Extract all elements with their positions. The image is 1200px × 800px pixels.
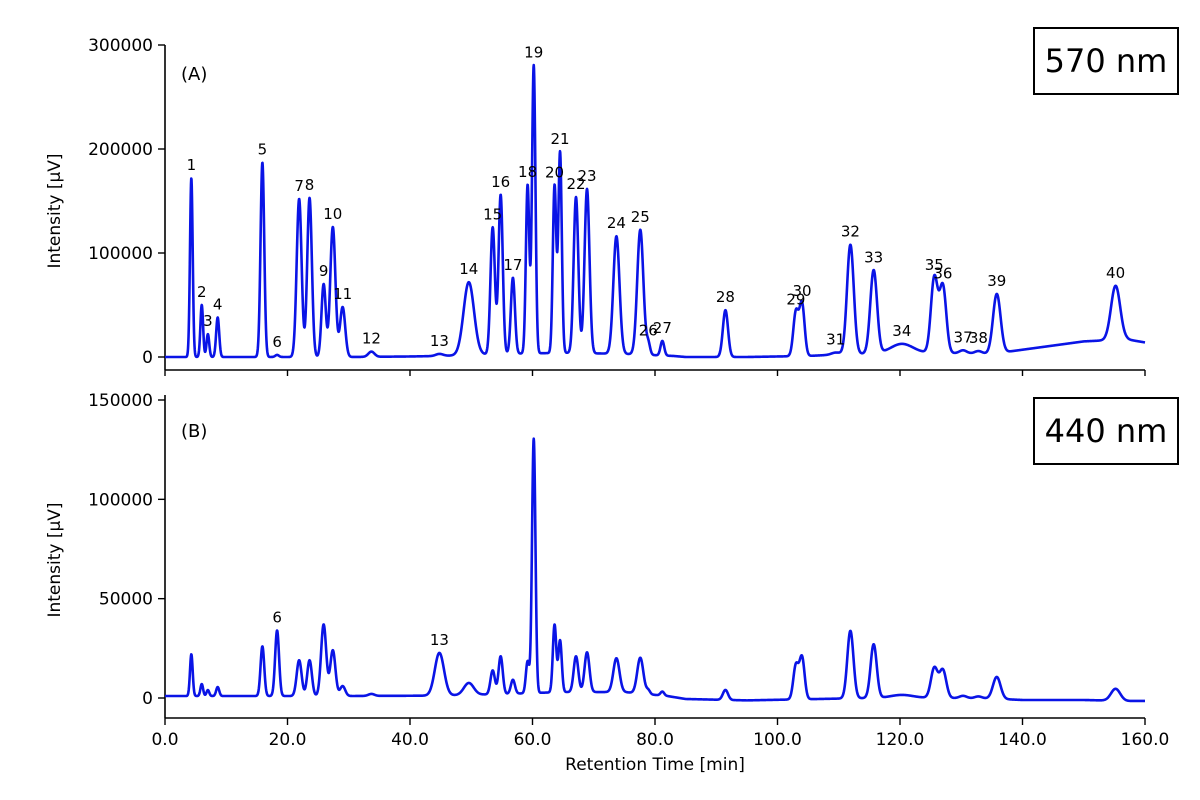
peak-label: 28: [716, 288, 735, 306]
peak-label: 9: [319, 262, 329, 280]
x-tick-label: 40.0: [391, 730, 429, 750]
peak-label: 23: [577, 167, 596, 185]
peak-label: 35: [925, 256, 944, 274]
peak-label: 12: [362, 330, 381, 348]
peak-label: 15: [483, 205, 502, 223]
peak-label: 24: [607, 214, 626, 232]
panel-a-y-axis-title: Intensity [μV]: [45, 153, 65, 268]
peak-label: 29: [786, 290, 805, 308]
peak-label: 11: [333, 285, 352, 303]
panel-a-wavelength-label: 570 nm: [1045, 42, 1168, 80]
peak-label: 36: [933, 264, 952, 282]
peak-label: 33: [864, 248, 883, 266]
x-tick-label: 60.0: [514, 730, 552, 750]
peak-label: 17: [503, 256, 522, 274]
x-tick-label: 120.0: [876, 730, 925, 750]
peak-label: 4: [213, 295, 223, 313]
x-tick-label: 160.0: [1121, 730, 1170, 750]
peak-label: 8: [305, 176, 315, 194]
y-tick-label: 200000: [88, 140, 153, 160]
panel-570nm: 0 100000 200000 300000 Intensity [μV] (A) 5…: [45, 27, 1179, 371]
panel-b-wavelength-box: [1033, 397, 1179, 465]
peak-label: 5: [258, 141, 268, 159]
panel-b-y-axis-title: Intensity [μV]: [45, 502, 65, 617]
peak-label: 14: [459, 260, 478, 278]
x-tick-label: 100.0: [753, 730, 802, 750]
y-tick-label: 0: [142, 689, 153, 709]
panel-a-wavelength-box: [1033, 27, 1179, 95]
x-axis-ticks: 0.0 20.0 40.0 60.0 80.0 100.0 120.0 140.0 160.0: [151, 370, 1169, 750]
y-tick-label: 300000: [88, 36, 153, 56]
peak-label: 10: [323, 205, 342, 223]
peak-label: 13: [430, 631, 449, 649]
y-tick-label: 0: [142, 348, 153, 368]
peak-label: 37: [954, 328, 973, 346]
y-tick-label: 100000: [88, 244, 153, 264]
peak-label: 25: [631, 208, 650, 226]
y-tick-label: 150000: [88, 391, 153, 411]
x-tick-label: 20.0: [269, 730, 307, 750]
panel-a-letter: (A): [181, 64, 207, 85]
peak-label: 6: [272, 333, 282, 351]
peak-label: 16: [491, 173, 510, 191]
panel-b-letter: (B): [181, 421, 207, 442]
peak-label: 31: [826, 331, 845, 349]
peak-label: 38: [969, 329, 988, 347]
x-axis-title: Retention Time [min]: [565, 755, 745, 775]
panel-440nm: 0 50000 100000 150000 Intensity [μV] (B) 44…: [45, 391, 1179, 719]
panel-b-wavelength-label: 440 nm: [1045, 412, 1168, 450]
panel-a-trace: [163, 63, 1147, 359]
peak-label: 32: [841, 223, 860, 241]
peak-label: 39: [987, 272, 1006, 290]
y-tick-label: 100000: [88, 490, 153, 510]
peak-label: 34: [892, 322, 911, 340]
peak-label: 21: [551, 130, 570, 148]
peak-label: 30: [792, 282, 811, 300]
peak-label: 2: [197, 283, 207, 301]
peak-label: 6: [272, 608, 282, 626]
panel-b-y-ticks: 0 50000 100000 150000: [88, 391, 165, 709]
peak-label: 40: [1106, 264, 1125, 282]
x-tick-label: 140.0: [998, 730, 1047, 750]
peak-label: 13: [430, 332, 449, 350]
x-tick-label: 80.0: [636, 730, 674, 750]
panel-b-trace: [163, 437, 1147, 703]
peak-label: 26: [639, 321, 658, 339]
peak-label: 18: [518, 163, 537, 181]
peak-label: 27: [653, 319, 672, 337]
peak-label: 19: [524, 43, 543, 61]
x-tick-label: 0.0: [151, 730, 178, 750]
peak-label: 1: [187, 156, 197, 174]
panel-b-peak-labels: 6 13: [272, 608, 449, 648]
peak-label: 22: [566, 175, 585, 193]
panel-a-y-ticks: 0 100000 200000 300000: [88, 36, 165, 368]
peak-label: 7: [294, 177, 304, 195]
peak-label: 20: [545, 164, 564, 182]
peak-label: 3: [203, 312, 213, 330]
y-tick-label: 50000: [99, 590, 153, 610]
